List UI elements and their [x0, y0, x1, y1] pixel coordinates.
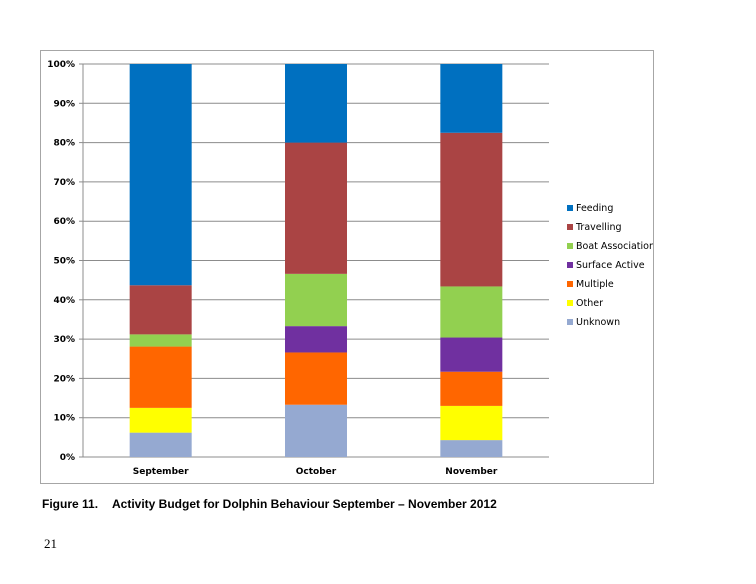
bar-segment-other — [129, 407, 192, 433]
y-tick-label: 80% — [53, 139, 75, 149]
y-tick-label: 90% — [53, 99, 75, 109]
stacked-bar-chart: 0% 10% 20% 30% 40% 50% 60% 70% 80% 90% 100% Septemb… — [47, 60, 653, 477]
legend-label: Boat Association — [576, 241, 653, 252]
bar-segment-other — [440, 405, 503, 441]
y-tick-label: 30% — [53, 335, 75, 345]
bar-segment-feeding — [129, 64, 192, 286]
legend-label: Multiple — [576, 279, 614, 290]
y-tick-label: 0% — [60, 453, 75, 463]
bar-segment-boat-association — [285, 273, 347, 327]
legend-swatch — [567, 300, 573, 306]
figure-number: Figure 11. — [42, 497, 99, 511]
bar-segment-multiple — [129, 346, 192, 408]
bar-segment-travelling — [129, 285, 192, 335]
bar-segment-travelling — [285, 142, 347, 274]
bar-segment-feeding — [440, 64, 503, 133]
y-tick-label: 20% — [53, 374, 75, 384]
legend-label: Feeding — [576, 203, 613, 214]
y-tick-label: 100% — [47, 60, 75, 70]
y-tick-label: 70% — [53, 178, 75, 188]
bar-segment-unknown — [129, 432, 192, 457]
legend-label: Surface Active — [576, 260, 645, 271]
legend-swatch — [567, 262, 573, 268]
legend-swatch — [567, 281, 573, 287]
legend-swatch — [567, 205, 573, 211]
legend-swatch — [567, 224, 573, 230]
legend-label: Unknown — [576, 317, 620, 328]
y-tick-label: 10% — [53, 414, 75, 424]
figure-title: Activity Budget for Dolphin Behaviour Se… — [112, 497, 497, 511]
bar-segment-boat-association — [440, 286, 503, 338]
bar-segment-feeding — [285, 64, 347, 143]
bar-segment-boat-association — [129, 334, 192, 347]
x-category-label: September — [133, 467, 189, 477]
bar-segment-surface-active — [285, 326, 347, 353]
bar-segment-multiple — [285, 352, 347, 405]
bar-segment-unknown — [285, 404, 347, 457]
figure-caption: Figure 11. Activity Budget for Dolphin Be… — [42, 497, 497, 511]
chart-frame: 0% 10% 20% 30% 40% 50% 60% 70% 80% 90% 100% Septemb… — [40, 50, 654, 484]
legend-label: Travelling — [575, 222, 622, 233]
bar-segment-multiple — [440, 371, 503, 406]
bar-segment-surface-active — [440, 337, 503, 372]
y-tick-label: 60% — [53, 217, 75, 227]
bar-segment-unknown — [440, 440, 503, 457]
y-tick-label: 40% — [53, 296, 75, 306]
page-number: 21 — [44, 536, 57, 551]
legend-label: Other — [576, 298, 603, 309]
x-category-label: November — [445, 467, 498, 477]
x-category-label: October — [296, 467, 337, 477]
legend-swatch — [567, 243, 573, 249]
legend-swatch — [567, 319, 573, 325]
bar-segment-travelling — [440, 132, 503, 287]
y-tick-label: 50% — [53, 257, 75, 267]
